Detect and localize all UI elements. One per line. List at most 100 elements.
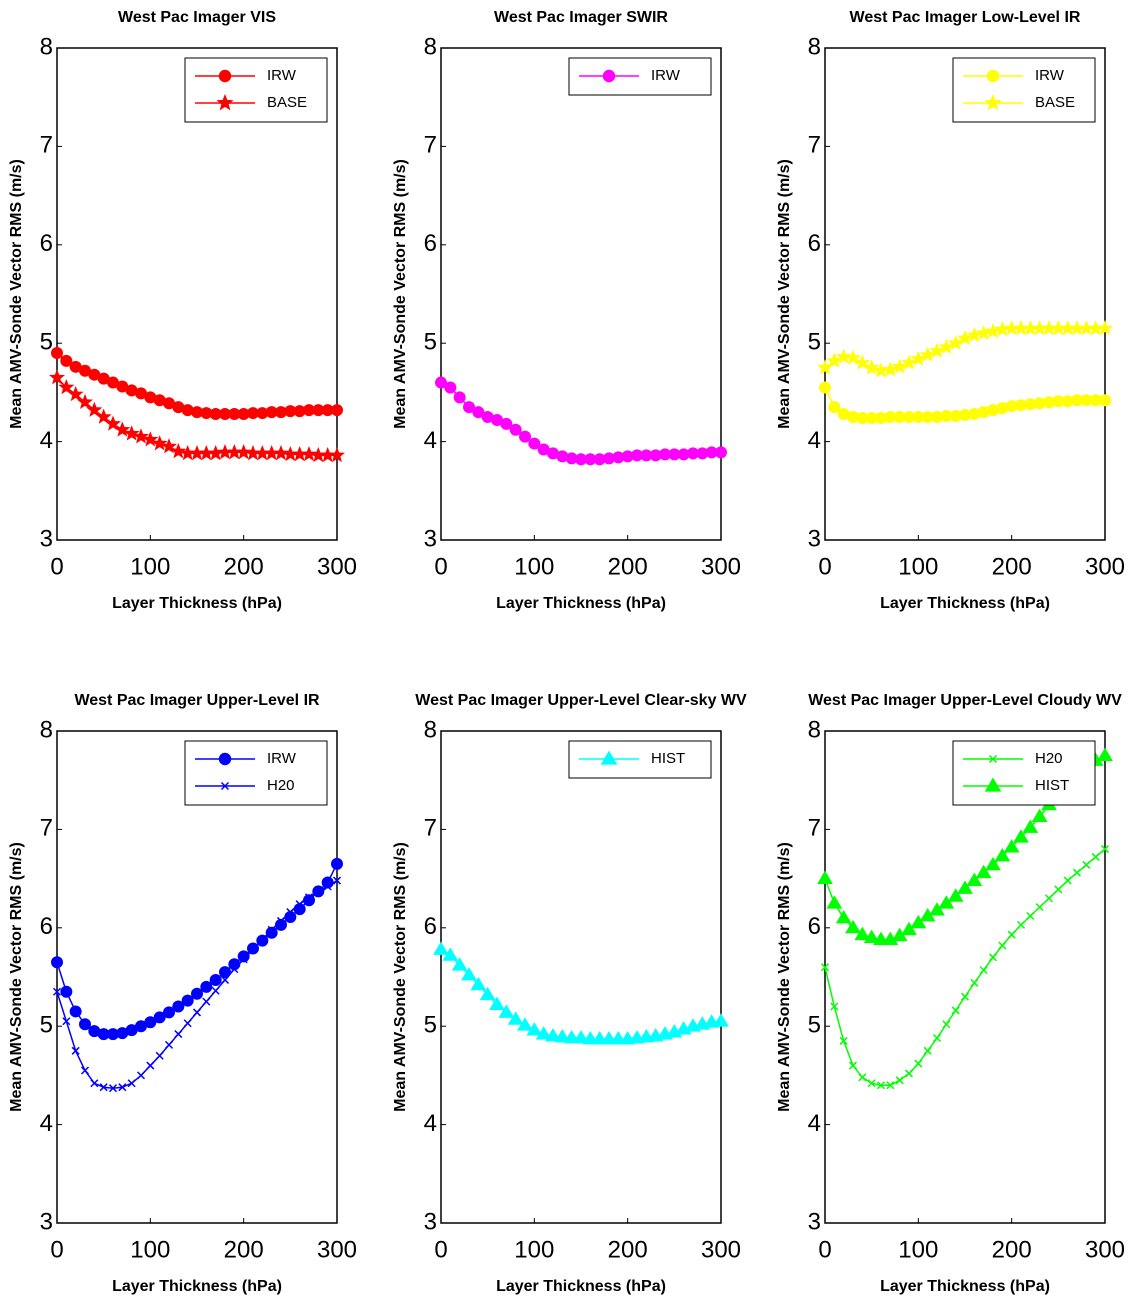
x-tick-label: 0 <box>434 1236 447 1263</box>
y-tick-label: 8 <box>40 33 53 60</box>
marker <box>211 986 220 995</box>
marker <box>284 911 297 923</box>
marker <box>170 443 187 459</box>
y-tick-label: 6 <box>40 230 53 257</box>
marker <box>144 1016 157 1029</box>
marker <box>108 1084 118 1093</box>
y-tick-label: 3 <box>40 1208 53 1235</box>
legend-label: BASE <box>267 94 307 111</box>
legend-label: HIST <box>1035 777 1069 794</box>
legend-box <box>952 740 1096 806</box>
marker <box>1097 747 1113 761</box>
x-tick-label: 200 <box>608 553 648 580</box>
marker <box>162 1006 176 1019</box>
marker <box>80 1066 90 1075</box>
marker <box>235 444 252 460</box>
marker <box>151 435 168 451</box>
marker <box>52 987 62 996</box>
marker <box>273 445 289 461</box>
marker <box>192 1008 202 1017</box>
marker <box>876 1081 886 1090</box>
marker <box>713 1013 729 1027</box>
y-axis-label: Mean AMV-Sonde Vector RMS (m/s) <box>776 159 793 429</box>
marker <box>828 401 841 414</box>
legend-label: IRW <box>1035 67 1065 84</box>
y-tick-label: 6 <box>424 230 437 257</box>
legend-marker <box>218 752 232 766</box>
marker <box>1031 808 1048 823</box>
subplot: West Pac Imager VIS Layer Thickness (hPa)… <box>8 9 357 612</box>
y-tick-label: 5 <box>424 329 437 356</box>
marker <box>71 1046 80 1055</box>
x-tick-label: 300 <box>317 553 357 580</box>
marker <box>90 1079 99 1088</box>
marker <box>891 358 908 374</box>
marker <box>181 994 194 1007</box>
marker <box>500 417 513 430</box>
marker <box>826 352 843 368</box>
marker <box>882 361 899 377</box>
marker <box>461 967 477 981</box>
legend-label: IRW <box>651 67 681 84</box>
x-tick-label: 300 <box>317 1236 357 1263</box>
y-tick-label: 5 <box>424 1012 437 1039</box>
marker <box>863 929 880 944</box>
marker <box>136 1071 146 1080</box>
legend-marker <box>984 93 1002 111</box>
y-tick-label: 4 <box>40 427 53 454</box>
y-tick-label: 5 <box>808 1012 821 1039</box>
legend-marker <box>602 69 616 83</box>
marker <box>957 880 973 894</box>
marker <box>302 894 316 907</box>
marker <box>146 1061 155 1070</box>
y-tick-label: 8 <box>808 33 821 60</box>
marker <box>60 354 73 367</box>
marker <box>938 338 955 354</box>
legend-label: H20 <box>267 777 295 794</box>
marker <box>867 1079 876 1088</box>
marker <box>591 1031 608 1045</box>
marker <box>50 956 64 969</box>
marker <box>60 985 73 998</box>
marker <box>99 1083 108 1092</box>
plot-area <box>440 47 722 541</box>
marker <box>886 1081 895 1090</box>
marker <box>470 976 487 991</box>
legend-label: BASE <box>1035 94 1075 111</box>
marker <box>293 903 306 916</box>
marker <box>979 966 988 975</box>
marker <box>442 947 459 961</box>
chart-title: West Pac Imager Low-Level IR <box>850 9 1081 26</box>
marker <box>923 1046 932 1055</box>
marker <box>114 421 131 437</box>
marker <box>518 430 532 443</box>
marker <box>1044 894 1054 903</box>
marker <box>845 349 861 365</box>
marker <box>582 1031 599 1045</box>
x-tick-label: 300 <box>1085 1236 1125 1263</box>
x-axis-label: Layer Thickness (hPa) <box>880 1278 1050 1295</box>
plot-area <box>824 47 1106 541</box>
marker <box>209 974 222 986</box>
legend-marker <box>218 69 232 83</box>
marker <box>535 1026 552 1040</box>
plot-area <box>824 730 1106 1224</box>
subplot: West Pac Imager SWIR Layer Thickness (hPa… <box>392 9 741 612</box>
marker <box>960 992 970 1001</box>
y-axis-label: Mean AMV-Sonde Vector RMS (m/s) <box>392 842 409 1112</box>
marker <box>1003 839 1020 853</box>
x-axis-label: Layer Thickness (hPa) <box>112 595 282 612</box>
marker <box>78 1018 92 1031</box>
marker <box>1098 394 1112 407</box>
marker <box>58 379 75 395</box>
marker <box>1054 885 1063 894</box>
x-tick-label: 200 <box>224 553 264 580</box>
marker <box>127 1079 136 1088</box>
marker <box>434 376 448 389</box>
y-tick-label: 3 <box>424 525 437 552</box>
marker <box>142 431 159 447</box>
marker <box>820 963 830 972</box>
marker <box>895 1076 904 1085</box>
plot-area <box>56 47 338 541</box>
